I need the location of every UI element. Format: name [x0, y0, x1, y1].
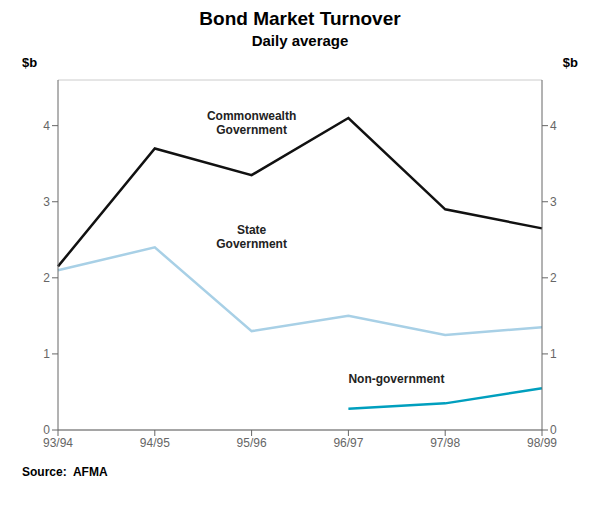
- html-text:Daily average: Daily average: [251, 32, 349, 49]
- svg-text:4: 4: [43, 119, 50, 133]
- svg-text:94/95: 94/95: [140, 436, 170, 450]
- svg-text:3: 3: [550, 195, 557, 209]
- svg-text:2: 2: [550, 271, 557, 285]
- svg-text:2: 2: [43, 271, 50, 285]
- svg-text:3: 3: [43, 195, 50, 209]
- html-text:Source: AFMA: Source: AFMA: [22, 465, 108, 479]
- svg-text:StateGovernment: StateGovernment: [216, 223, 287, 251]
- svg-text:93/94: 93/94: [43, 436, 73, 450]
- svg-text:1: 1: [550, 347, 557, 361]
- svg-text:97/98: 97/98: [430, 436, 460, 450]
- svg-text:0: 0: [43, 423, 50, 437]
- svg-text:95/96: 95/96: [237, 436, 267, 450]
- html-text:$b: $b: [562, 55, 578, 70]
- svg-text:96/97: 96/97: [333, 436, 363, 450]
- html-text:$b: $b: [22, 55, 38, 70]
- html-text:Bond Market Turnover: Bond Market Turnover: [199, 8, 401, 29]
- svg-text:98/99: 98/99: [527, 436, 557, 450]
- svg-text:4: 4: [550, 119, 557, 133]
- svg-text:CommonwealthGovernment: CommonwealthGovernment: [207, 109, 296, 137]
- svg-text:1: 1: [43, 347, 50, 361]
- svg-text:0: 0: [550, 423, 557, 437]
- svg-text:Non-government: Non-government: [348, 372, 444, 386]
